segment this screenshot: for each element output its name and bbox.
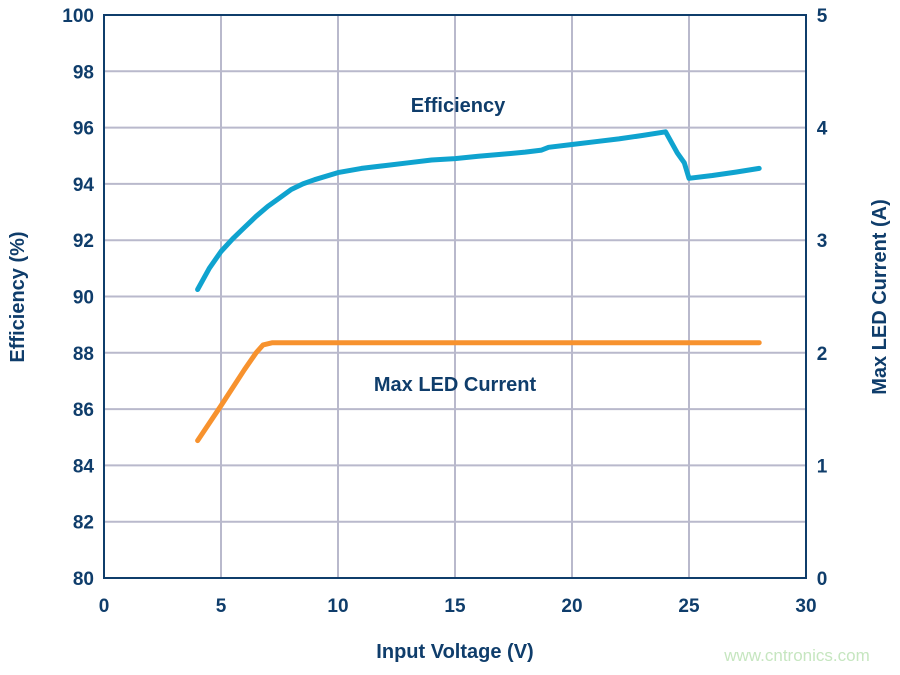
max-led-current-line [195,340,762,444]
y-tick-label: 86 [73,400,94,421]
y2-tick-label: 4 [817,119,828,140]
y-tick-label: 98 [73,62,94,83]
y2-tick-label: 0 [817,569,828,590]
y-axis-label: Efficiency (%) [7,231,29,362]
y-tick-label: 100 [62,6,94,27]
series-layer [195,129,762,444]
annotation-efficiency: Efficiency [411,95,506,117]
y-tick-label: 92 [73,231,94,252]
x-tick-label: 15 [444,596,466,617]
y2-tick-label: 3 [817,231,828,252]
y2-tick-label: 2 [817,344,828,365]
x-tick-label: 5 [216,596,227,617]
ticks: 0 5 10 15 20 25 30 80 82 84 86 88 90 92 94 96 98 100 0 1 2 3 4… [62,6,827,617]
y-tick-label: 80 [73,569,94,590]
efficiency-line [195,129,762,292]
y2-axis-label: Max LED Current (A) [869,199,891,395]
y2-tick-label: 1 [817,456,828,477]
x-tick-label: 20 [561,596,582,617]
y-tick-label: 90 [73,288,94,309]
y2-tick-label: 5 [817,6,828,27]
x-tick-label: 0 [99,596,110,617]
y-tick-label: 94 [73,175,95,196]
grid [104,15,806,578]
x-axis-label: Input Voltage (V) [376,641,533,663]
annotation-max-led-current: Max LED Current [374,374,537,396]
x-tick-label: 25 [678,596,700,617]
x-tick-label: 10 [327,596,348,617]
y-tick-label: 82 [73,513,94,534]
x-tick-label: 30 [795,596,816,617]
plot-frame [103,14,807,579]
y-tick-label: 88 [73,344,94,365]
y-tick-label: 96 [73,119,94,140]
watermark: www.cntronics.com [723,646,869,665]
y-tick-label: 84 [73,456,95,477]
